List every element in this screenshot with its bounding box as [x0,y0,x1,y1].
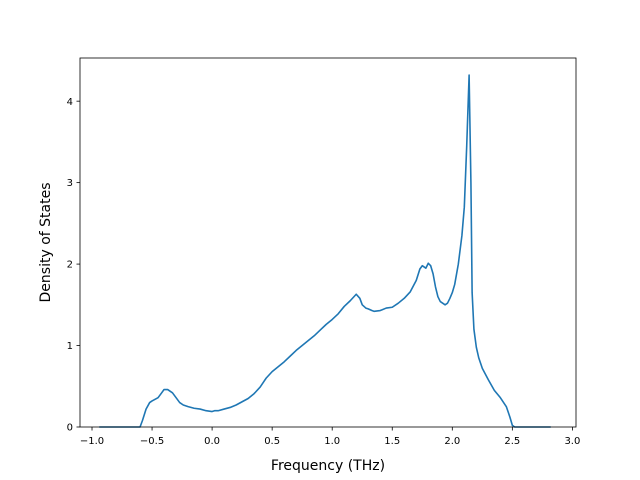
x-tick-label: −0.5 [140,436,164,447]
y-axis-label: Density of States [38,183,54,303]
x-tick-label: 2.5 [504,436,520,447]
ticks-layer: −1.0 −0.5 0.0 0.5 1.0 1.5 2.0 2.5 3.0 0 1 2 3 4 [67,97,581,447]
y-tick-label: 4 [67,97,73,108]
x-tick-label: 0.5 [264,436,280,447]
x-tick-label: 1.5 [384,436,400,447]
y-tick-label: 3 [67,178,73,189]
x-tick-label: 0.0 [204,436,220,447]
x-tick-label: 2.0 [444,436,460,447]
y-tick-label: 1 [67,341,73,352]
dos-series-line [99,74,551,428]
y-tick-label: 0 [67,423,73,434]
x-tick-label: −1.0 [80,436,104,447]
x-tick-label: 3.0 [564,436,580,447]
series-layer [99,74,551,428]
y-tick-label: 2 [67,260,73,271]
x-axis-label: Frequency (THz) [271,458,385,474]
x-tick-label: 1.0 [324,436,340,447]
plot-area-frame [79,57,577,428]
